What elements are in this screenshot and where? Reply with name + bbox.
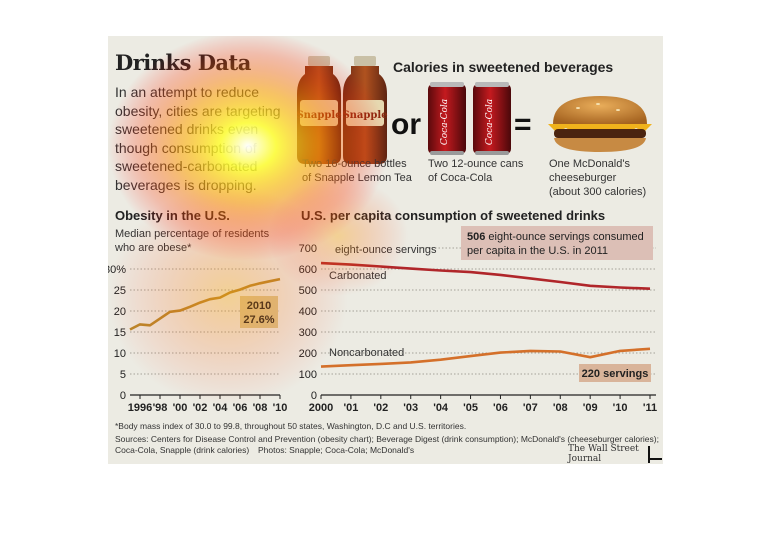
obesity-y-tick-label: 5 bbox=[120, 369, 126, 381]
page-title: Drinks Data bbox=[115, 50, 251, 75]
consumption-y-tick-label: 200 bbox=[299, 348, 317, 360]
consumption-y-tick-label: 100 bbox=[299, 369, 317, 381]
consumption-y-tick-label: 500 bbox=[299, 285, 317, 297]
obesity-x-tick-label: '06 bbox=[233, 402, 248, 414]
obesity-subheading-line-1: Median percentage of residents bbox=[115, 228, 270, 240]
obesity-y-tick-label: 15 bbox=[114, 327, 126, 339]
obesity-y-tick-label: 20 bbox=[114, 306, 126, 318]
obesity-x-tick-label: '98 bbox=[153, 402, 168, 414]
sources-line-1: Sources: Centers for Disease Control and… bbox=[115, 434, 659, 444]
footnote: *Body mass index of 30.0 to 99.8, throug… bbox=[115, 421, 467, 431]
obesity-heading: Obesity in the U.S. bbox=[115, 208, 230, 223]
noncarbonated-series-label: Noncarbonated bbox=[329, 347, 404, 359]
burger-caption: One McDonald's cheeseburger (about 300 c… bbox=[549, 157, 646, 199]
obesity-x-tick-label: '02 bbox=[193, 402, 208, 414]
carbonated-callout-line-2: per capita in the U.S. in 2011 bbox=[467, 245, 608, 257]
infographic-panel: Snapple Snapple Coca-Cola Coca-Cola bbox=[108, 36, 663, 464]
snapple-wordmark-1: Snapple bbox=[296, 110, 341, 121]
consumption-x-tick-label: '04 bbox=[433, 402, 449, 414]
consumption-y-tick-label: 600 bbox=[299, 264, 317, 276]
consumption-y-tick-label: 700 bbox=[299, 243, 317, 255]
obesity-y-tick-label: 25 bbox=[114, 285, 126, 297]
obesity-subheading-line-2: who are obese* bbox=[115, 242, 192, 254]
consumption-x-tick-label: '07 bbox=[523, 402, 538, 414]
consumption-x-tick-label: '02 bbox=[373, 402, 388, 414]
coke-can-1: Coca-Cola bbox=[428, 82, 466, 155]
consumption-x-tick-label: '05 bbox=[463, 402, 478, 414]
coke-caption-line-2: of Coca-Cola bbox=[428, 172, 493, 184]
consumption-x-tick-label: '06 bbox=[493, 402, 508, 414]
consumption-chart-frame: 0 100 200 300 400 500 600 700 2000 '01 '02 '03 '04 '… bbox=[299, 226, 657, 414]
or-label: or bbox=[391, 108, 421, 141]
obesity-annotation-value: 27.6% bbox=[243, 314, 274, 326]
noncarbonated-callout-box bbox=[579, 364, 651, 382]
consumption-x-tick-label: '08 bbox=[553, 402, 568, 414]
consumption-y-tick-label: 400 bbox=[299, 306, 317, 318]
consumption-x-tick-label: '01 bbox=[343, 402, 358, 414]
equals-sign: = bbox=[514, 108, 532, 141]
snapple-wordmark-2: Snapple bbox=[342, 110, 387, 121]
snapple-caption: Two 16-ounce bottles of Snapple Lemon Te… bbox=[302, 157, 412, 185]
obesity-y-tick-label: 0 bbox=[120, 390, 126, 402]
consumption-y-tick-label: 300 bbox=[299, 327, 317, 339]
coke-wordmark-1: Coca-Cola bbox=[440, 99, 450, 145]
consumption-x-tick-label: 2000 bbox=[309, 402, 333, 414]
publisher-credit: The Wall Street Journal bbox=[568, 444, 639, 464]
obesity-y-tick-label: 30% bbox=[108, 264, 126, 276]
noncarbonated-series-line bbox=[320, 347, 651, 368]
coke-caption: Two 12-ounce cans of Coca-Cola bbox=[428, 157, 523, 185]
snapple-bottle-1: Snapple bbox=[296, 56, 342, 164]
carbonated-series-label: Carbonated bbox=[329, 270, 387, 282]
obesity-x-tick-label: '04 bbox=[213, 402, 229, 414]
obesity-x-tick-label: 1996 bbox=[128, 402, 152, 414]
photo-credits: Photos: Snapple; Coca-Cola; McDonald's bbox=[258, 445, 415, 455]
obesity-annotation-year: 2010 bbox=[247, 300, 271, 312]
consumption-y-tick-label: 0 bbox=[311, 390, 317, 402]
obesity-subheading: Median percentage of residents who are o… bbox=[115, 227, 269, 255]
burger-caption-line-1: One McDonald's bbox=[549, 158, 630, 170]
carbonated-callout-text: eight-ounce servings consumed bbox=[485, 231, 643, 243]
obesity-x-tick-label: '10 bbox=[273, 402, 288, 414]
obesity-x-tick-label: '00 bbox=[173, 402, 188, 414]
cheeseburger-image bbox=[548, 96, 652, 152]
consumption-unit-label: eight-ounce servings bbox=[335, 244, 437, 256]
carbonated-callout-box bbox=[461, 226, 653, 260]
coke-can-2: Coca-Cola bbox=[473, 82, 511, 155]
consumption-x-tick-label: '10 bbox=[613, 402, 628, 414]
consumption-x-tick-label: '03 bbox=[403, 402, 418, 414]
noncarbonated-callout: 220 servings bbox=[582, 368, 649, 380]
consumption-x-tick-label: '09 bbox=[583, 402, 598, 414]
crop-mark bbox=[648, 458, 662, 460]
burger-caption-line-2: cheeseburger bbox=[549, 172, 617, 184]
sources-line-2: Coca-Cola, Snapple (drink calories) bbox=[115, 445, 250, 455]
carbonated-callout-line-1: 506 eight-ounce servings consumed bbox=[467, 231, 644, 243]
snapple-caption-line-2: of Snapple Lemon Tea bbox=[302, 172, 412, 184]
intro-text: In an attempt to reduce obesity, cities … bbox=[115, 84, 281, 193]
crop-mark-vertical bbox=[648, 446, 650, 463]
snapple-caption-line-1: Two 16-ounce bottles bbox=[302, 158, 407, 170]
carbonated-callout-number: 506 bbox=[467, 231, 485, 243]
obesity-chart-frame: 051015202530% 1996'98'00'02'04'06'08'10 … bbox=[108, 264, 287, 414]
burger-caption-line-3: (about 300 calories) bbox=[549, 186, 647, 198]
obesity-x-tick-label: '08 bbox=[253, 402, 268, 414]
obesity-y-tick-label: 10 bbox=[114, 348, 126, 360]
coke-wordmark-2: Coca-Cola bbox=[485, 99, 495, 145]
calories-heading: Calories in sweetened beverages bbox=[393, 59, 614, 75]
consumption-heading: U.S. per capita consumption of sweetened… bbox=[301, 208, 606, 223]
consumption-x-tick-label: '11 bbox=[643, 402, 657, 414]
coke-caption-line-1: Two 12-ounce cans bbox=[428, 158, 524, 170]
snapple-bottle-2: Snapple bbox=[342, 56, 388, 164]
